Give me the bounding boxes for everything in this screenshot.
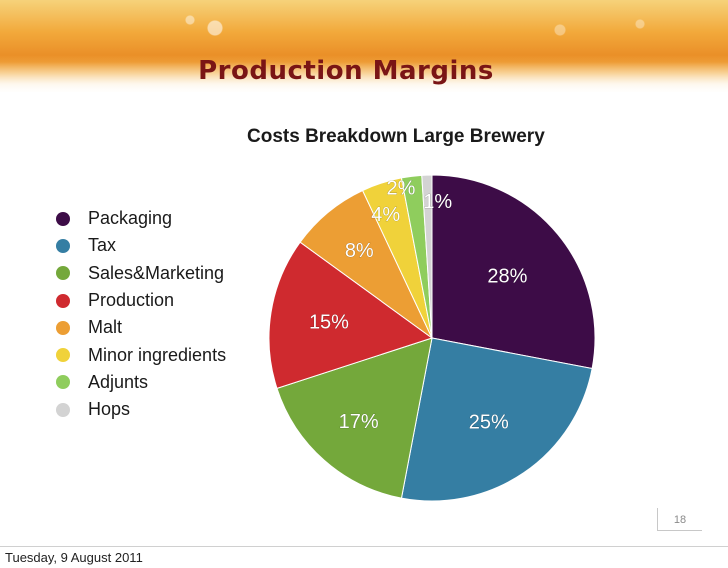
slide: Production Margins Costs Breakdown Large… (0, 0, 728, 531)
pie-label-adjunts: 2% (387, 178, 416, 200)
legend-item-sales-marketing: Sales&Marketing (56, 260, 256, 287)
pie-label-hops: 1% (423, 191, 452, 213)
legend-label: Tax (88, 235, 117, 256)
legend-swatch-adjunts (56, 375, 70, 390)
pie-slice-production (268, 241, 434, 390)
legend-item-production: Production (56, 287, 256, 314)
legend-swatch-sales-marketing (56, 266, 70, 281)
footer-date: Tuesday, 9 August 2011 (5, 550, 143, 565)
legend-swatch-tax (56, 238, 70, 253)
legend-label: Hops (88, 399, 131, 420)
pie-slice-hops (421, 174, 433, 339)
pie-label-sales-marketing: 17% (339, 411, 379, 433)
legend-swatch-minor-ingredients (56, 348, 70, 363)
legend-item-adjunts: Adjunts (56, 369, 256, 396)
legend-label: Production (88, 290, 175, 311)
slide-title: Production Margins (198, 56, 494, 86)
legend-item-tax: Tax (56, 232, 256, 259)
pie-label-tax: 25% (469, 412, 509, 434)
banner-fade (0, 62, 728, 94)
legend-label: Sales&Marketing (88, 262, 225, 283)
pie-slice-tax (400, 337, 593, 502)
legend-swatch-hops (56, 402, 70, 417)
chart-title: Costs Breakdown Large Brewery (247, 126, 545, 147)
legend-label: Minor ingredients (88, 344, 227, 365)
pie-label-packaging: 28% (487, 266, 527, 288)
pie-chart: 28% 25% 17% 15% 8% 4% 2% 1% (268, 174, 596, 502)
pie-slice-sales-marketing (276, 337, 433, 499)
pie-label-production: 15% (309, 312, 349, 334)
chart-legend: Packaging Tax Sales&Marketing Production… (56, 205, 256, 423)
pie-label-malt: 8% (345, 240, 374, 262)
legend-item-hops: Hops (56, 396, 256, 423)
pie-slice-packaging (431, 174, 596, 370)
legend-item-minor-ingredients: Minor ingredients (56, 341, 256, 368)
legend-item-malt: Malt (56, 314, 256, 341)
page-number-frame (657, 508, 702, 531)
legend-label: Malt (88, 317, 123, 338)
legend-item-packaging: Packaging (56, 205, 256, 232)
legend-swatch-production (56, 293, 70, 308)
legend-swatch-malt (56, 320, 70, 335)
legend-label: Adjunts (88, 371, 149, 392)
pie-label-minor-ingredients: 4% (371, 204, 400, 226)
page-number: 18 (673, 514, 687, 526)
legend-label: Packaging (88, 208, 173, 229)
legend-swatch-packaging (56, 211, 70, 226)
footer-bar: Tuesday, 9 August 2011 (0, 546, 728, 568)
